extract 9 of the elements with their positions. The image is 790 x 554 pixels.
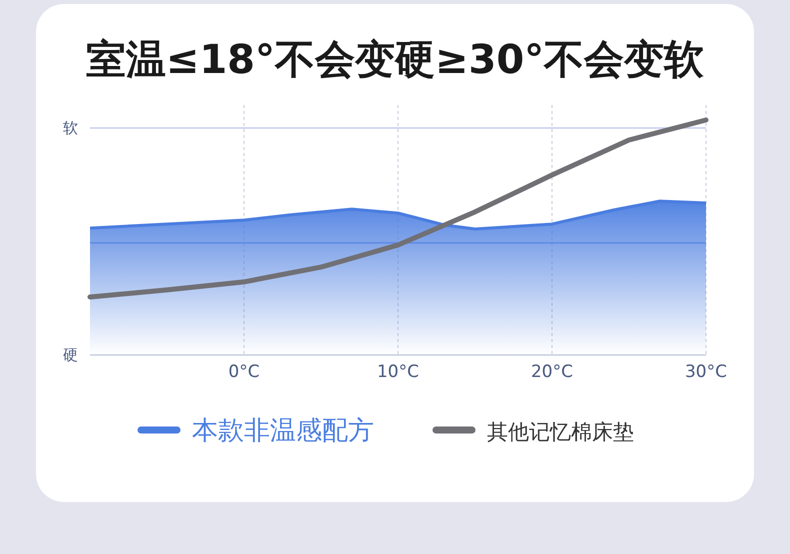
- legend-label: 本款非温感配方: [192, 416, 374, 446]
- legend-label: 其他记忆棉床垫: [487, 420, 634, 444]
- x-tick-label: 10°C: [376, 362, 420, 382]
- x-tick-label: 20°C: [530, 362, 574, 382]
- annotation: 硬: [63, 346, 78, 364]
- x-tick-label: 30°C: [684, 362, 728, 382]
- x-tick-label: 0°C: [228, 362, 260, 382]
- chart-title: 室温≤18°不会变硬≥30°不会变软: [86, 37, 704, 83]
- annotation: 软: [63, 118, 78, 137]
